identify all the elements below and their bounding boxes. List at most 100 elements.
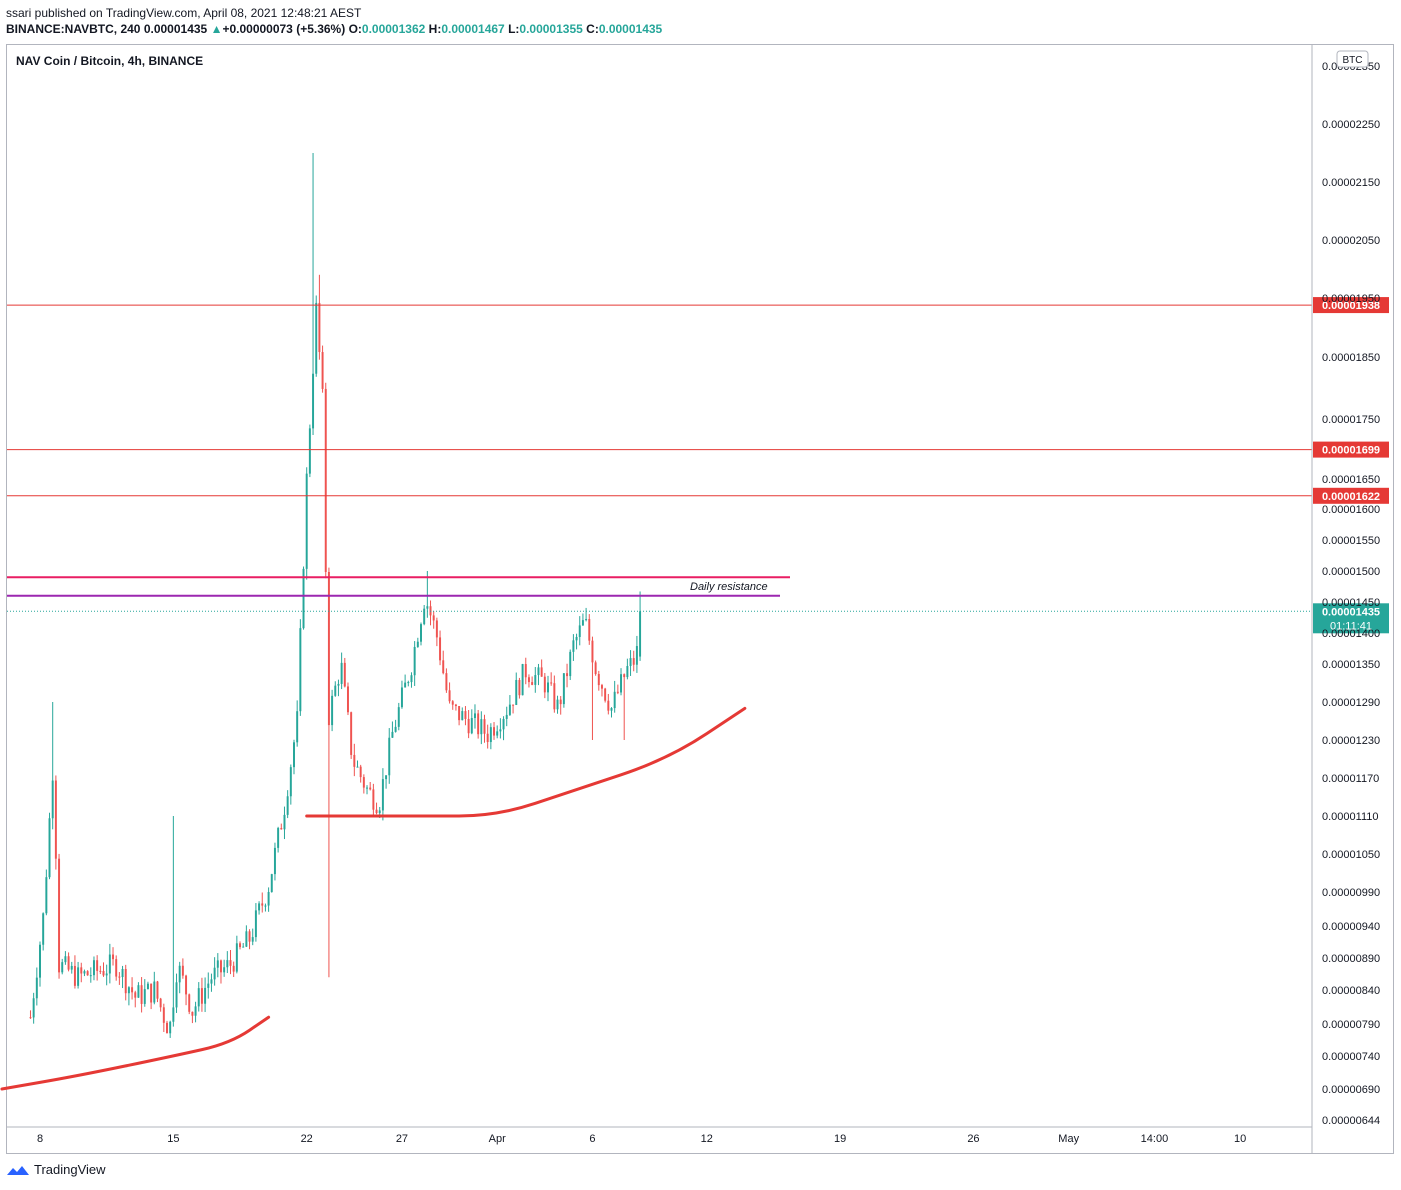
y-tick-label: 0.00000790 xyxy=(1322,1019,1380,1031)
low-value: 0.00001355 xyxy=(519,22,583,36)
x-tick-label: 8 xyxy=(37,1133,43,1145)
candle-body xyxy=(483,719,486,734)
candle-body xyxy=(534,675,537,685)
level-badge xyxy=(1313,487,1389,504)
candle-body xyxy=(83,971,86,974)
candle-body xyxy=(232,965,235,972)
candle-body xyxy=(200,988,203,1004)
x-tick-label: 14:00 xyxy=(1141,1133,1169,1145)
x-tick-label: Apr xyxy=(489,1133,506,1145)
candle-body xyxy=(213,967,216,980)
candle-body xyxy=(245,931,248,947)
candle-body xyxy=(312,373,315,429)
candle-body xyxy=(108,954,111,974)
candle-body xyxy=(572,640,575,652)
candle-body xyxy=(613,691,616,709)
candle-body xyxy=(54,780,57,859)
candle-body xyxy=(283,814,286,830)
candle-body xyxy=(280,828,283,830)
last-price-label: 0.00001435 xyxy=(1322,606,1380,618)
currency-badge[interactable]: BTC xyxy=(1336,50,1369,68)
candle-body xyxy=(346,686,349,713)
candle-body xyxy=(77,967,80,986)
symbol-label: BINANCE:NAVBTC, 240 xyxy=(6,22,141,36)
brand-name: TradingView xyxy=(34,1162,106,1177)
candle-body xyxy=(537,667,540,676)
candle-body xyxy=(99,970,102,972)
y-tick-label: 0.00001750 xyxy=(1322,414,1380,426)
y-tick-label: 0.00002150 xyxy=(1322,177,1380,189)
candle-body xyxy=(35,977,38,999)
candle-body xyxy=(67,956,70,970)
candle-body xyxy=(105,973,108,976)
candle-body xyxy=(531,682,534,685)
x-tick-label: 22 xyxy=(301,1133,313,1145)
candle-body xyxy=(451,701,454,705)
candle-body xyxy=(600,685,603,689)
candle-body xyxy=(226,960,229,968)
candle-body xyxy=(242,946,245,948)
candle-body xyxy=(639,611,642,657)
candle-body xyxy=(594,662,597,675)
candle-body xyxy=(512,704,515,706)
x-tick-label: 26 xyxy=(967,1133,979,1145)
candle-body xyxy=(267,891,270,906)
y-tick-label: 0.00001170 xyxy=(1322,773,1379,785)
candle-body xyxy=(372,789,375,810)
candle-body xyxy=(124,968,127,994)
candle-body xyxy=(585,618,588,621)
candle-body xyxy=(540,667,543,677)
y-tick-label: 0.00001650 xyxy=(1322,474,1380,486)
countdown-label: 01:11:41 xyxy=(1330,620,1372,632)
candle-body xyxy=(86,971,89,976)
candle-body xyxy=(64,956,67,963)
price-chart[interactable]: 0.00001938 0.00001699 0.00001622 Daily resi… xyxy=(0,0,1401,1160)
candle-body xyxy=(410,675,413,683)
candle-body xyxy=(454,704,457,707)
candle-body xyxy=(407,682,410,684)
candle-body xyxy=(467,718,470,734)
candle-body xyxy=(178,965,181,983)
candle-body xyxy=(286,796,289,815)
candle-body xyxy=(140,985,143,1004)
candle-body xyxy=(308,428,311,474)
candles-layer xyxy=(29,153,642,1038)
candle-body xyxy=(378,810,381,814)
candle-body xyxy=(543,676,546,693)
candle-body xyxy=(223,967,226,973)
y-tick-label: 0.00000644 xyxy=(1322,1115,1380,1127)
candle-body xyxy=(273,847,276,875)
candle-body xyxy=(343,662,346,687)
candle-body xyxy=(194,1006,197,1016)
y-tick-label: 0.00002050 xyxy=(1322,235,1380,247)
price-change: +0.00000073 (+5.36%) xyxy=(222,22,346,36)
axes-layer: 0.000023500.000022500.000021500.00002050… xyxy=(7,44,1380,1153)
candle-body xyxy=(461,711,464,721)
candle-body xyxy=(264,905,267,907)
candle-body xyxy=(216,960,219,968)
daily-resistance-label: Daily resistance xyxy=(690,581,768,593)
level-badge-label: 0.00001622 xyxy=(1322,491,1380,503)
candle-body xyxy=(413,646,416,676)
candle-body xyxy=(73,965,76,986)
candle-body xyxy=(607,700,610,711)
x-tick-label: 6 xyxy=(589,1133,595,1145)
candle-body xyxy=(385,775,388,780)
candle-body xyxy=(404,682,407,688)
candle-body xyxy=(197,988,200,1007)
candle-body xyxy=(515,679,518,705)
candle-body xyxy=(185,975,188,995)
last-price: 0.00001435 xyxy=(143,22,208,36)
candle-body xyxy=(172,1007,175,1022)
y-tick-label: 0.00001450 xyxy=(1322,597,1380,609)
x-tick-label: 12 xyxy=(701,1133,713,1145)
candle-body xyxy=(388,737,391,776)
x-tick-label: 27 xyxy=(396,1133,408,1145)
close-value: 0.00001435 xyxy=(598,22,663,36)
candle-body xyxy=(29,1017,32,1019)
level-badge xyxy=(1313,297,1389,314)
candle-body xyxy=(604,688,607,701)
candle-body xyxy=(70,965,73,970)
candle-body xyxy=(96,960,99,971)
candle-body xyxy=(448,690,451,702)
